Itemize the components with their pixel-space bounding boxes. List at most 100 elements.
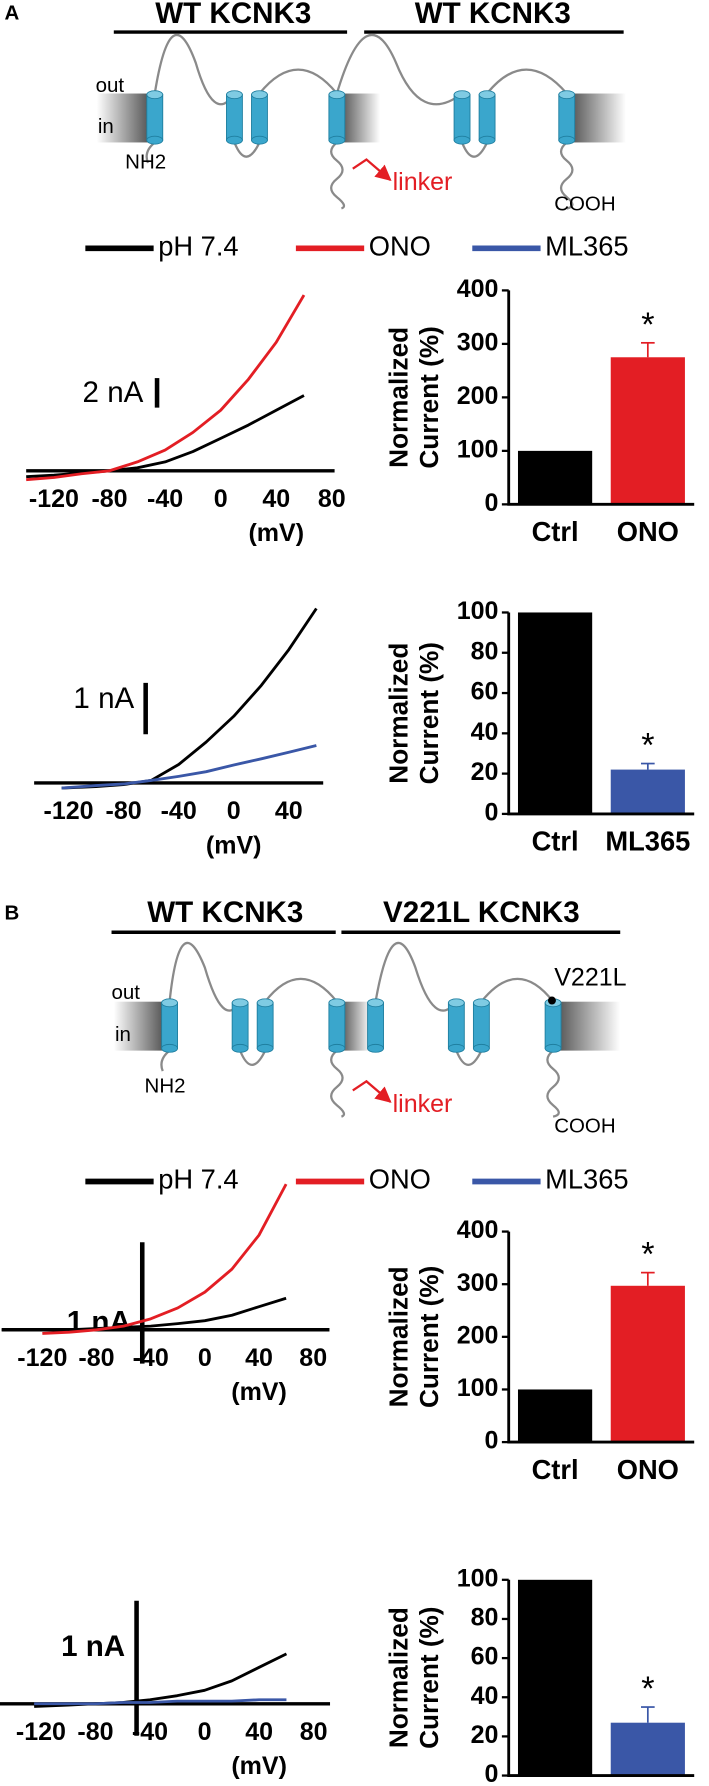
axes <box>507 1579 695 1777</box>
y-tick-label: 0 <box>485 1760 499 1786</box>
iv-curve <box>1 1296 287 1332</box>
y-tick-label: 20 <box>471 758 499 786</box>
axes <box>507 612 695 816</box>
helix <box>329 999 345 1052</box>
x-tick-label: 40 <box>275 797 303 825</box>
axes <box>507 1231 695 1444</box>
nh2-label: NH2 <box>125 150 166 173</box>
loops <box>145 33 574 210</box>
y-axis-label: Normalized <box>383 1607 413 1748</box>
cooh-label: COOH <box>554 1114 615 1137</box>
bar <box>517 612 593 814</box>
y-tick-label: 80 <box>471 637 499 665</box>
x-tick-label: -120 <box>44 797 94 825</box>
subunit-label: WT KCNK3 <box>415 0 571 30</box>
legend-label: ONO <box>369 231 431 262</box>
category-label: ONO <box>617 1454 679 1485</box>
y-tick-label: 400 <box>457 275 499 303</box>
helix <box>329 91 345 144</box>
linker-arrow <box>352 1079 392 1103</box>
membrane <box>341 93 381 143</box>
x-axis-label: (mV) <box>231 1752 287 1780</box>
y-axis-label: Normalized <box>383 643 413 784</box>
helix <box>545 999 561 1052</box>
category-label: ML365 <box>605 826 690 857</box>
helix <box>257 999 273 1052</box>
helix <box>448 999 464 1052</box>
category-label: Ctrl <box>532 826 579 857</box>
x-tick-label: 40 <box>245 1718 273 1746</box>
y-tick-label: 20 <box>471 1721 499 1749</box>
iv-curve <box>42 1183 288 1335</box>
legend-label: ONO <box>369 1164 431 1195</box>
y-axis-label: Normalized <box>383 327 413 468</box>
bar <box>610 1285 685 1443</box>
cooh-label: COOH <box>554 192 615 215</box>
scale-bar-label: 1 nA <box>73 682 134 715</box>
bar <box>517 450 593 505</box>
mutation-label: V221L <box>554 964 626 992</box>
legend-label: ML365 <box>545 1164 628 1195</box>
x-tick-label: -40 <box>147 485 183 513</box>
x-tick-label: -80 <box>78 1344 114 1372</box>
y-tick-label: 200 <box>457 382 499 410</box>
helix <box>226 91 242 144</box>
helix <box>368 999 384 1052</box>
y-tick-label: 80 <box>471 1604 499 1632</box>
y-axis-label: Current (%) <box>414 1606 444 1748</box>
axes <box>507 290 695 506</box>
subunit-label: WT KCNK3 <box>147 896 303 929</box>
y-tick-label: 0 <box>485 1427 499 1455</box>
subunit-label: WT KCNK3 <box>155 0 311 30</box>
helix <box>454 91 470 144</box>
y-tick-label: 300 <box>457 329 499 357</box>
x-axis-label: (mV) <box>206 831 262 859</box>
significance: * <box>641 306 654 344</box>
x-tick-label: -40 <box>161 797 197 825</box>
linker-label: linker <box>393 1090 453 1118</box>
bar <box>517 1579 593 1776</box>
schematic-a: A WT KCNK3 WT KCNK3 out in NH2 linker CO… <box>5 0 626 215</box>
linker-label: linker <box>393 168 453 196</box>
iv-curve <box>34 1698 287 1706</box>
linker-arrow <box>352 158 392 182</box>
bar <box>610 1722 685 1776</box>
membrane <box>341 1001 372 1051</box>
helix <box>473 999 489 1052</box>
category-label: Ctrl <box>532 516 579 547</box>
y-tick-label: 100 <box>457 1564 499 1592</box>
x-tick-label: 80 <box>299 1344 327 1372</box>
significance: * <box>641 727 654 765</box>
y-tick-label: 0 <box>485 489 499 517</box>
mutation-dot <box>547 996 556 1005</box>
y-axis-label: Current (%) <box>414 642 444 784</box>
significance: * <box>641 1670 654 1708</box>
iv-curve <box>26 294 306 482</box>
x-tick-label: 80 <box>300 1718 328 1746</box>
x-tick-label: 0 <box>198 1344 212 1372</box>
y-tick-label: 100 <box>457 435 499 463</box>
x-tick-label: 80 <box>318 485 346 513</box>
in-label: in <box>98 115 114 138</box>
y-tick-label: 60 <box>471 1643 499 1671</box>
y-axis-label: Normalized <box>383 1266 413 1407</box>
x-tick-label: -120 <box>29 485 79 513</box>
helix <box>147 91 163 144</box>
legend-label: pH 7.4 <box>158 1164 238 1195</box>
y-tick-label: 60 <box>471 678 499 706</box>
subunit-label: V221L KCNK3 <box>383 896 580 929</box>
helix <box>252 91 268 144</box>
helix <box>559 91 575 144</box>
x-tick-label: -80 <box>77 1718 113 1746</box>
y-tick-label: 100 <box>457 597 499 625</box>
y-tick-label: 0 <box>485 799 499 827</box>
helix <box>232 999 248 1052</box>
category-label: ONO <box>617 516 679 547</box>
significance: * <box>641 1236 654 1274</box>
x-axis-label: (mV) <box>231 1378 287 1406</box>
scale-bar-label: 2 nA <box>83 376 144 409</box>
y-axis-label: Current (%) <box>414 326 444 468</box>
legend-label: ML365 <box>545 231 628 262</box>
y-tick-label: 40 <box>471 718 499 746</box>
